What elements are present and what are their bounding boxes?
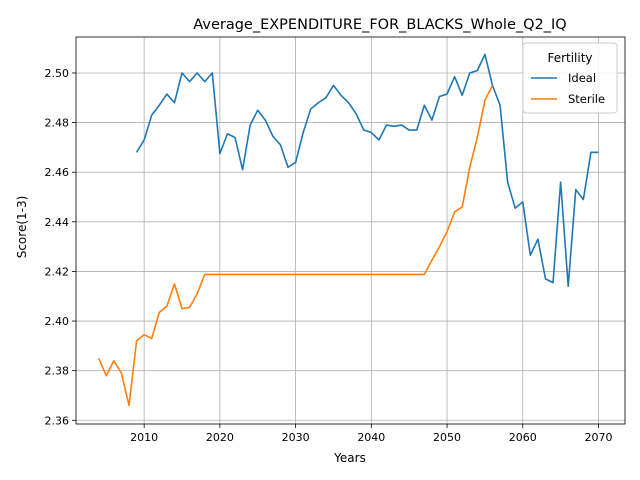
- y-tick-label: 2.36: [45, 414, 70, 427]
- y-tick-label: 2.44: [45, 216, 70, 229]
- y-tick-label: 2.48: [45, 117, 70, 130]
- legend-label-sterile: Sterile: [568, 92, 605, 106]
- legend: Fertility Ideal Sterile: [522, 42, 618, 114]
- x-tick-label: 2040: [357, 431, 385, 444]
- y-tick-label: 2.50: [45, 67, 70, 80]
- y-axis-label: Score(1-3): [15, 196, 29, 259]
- y-tick-label: 2.40: [45, 315, 70, 328]
- legend-title: Fertility: [547, 51, 592, 65]
- y-tick-label: 2.46: [45, 166, 70, 179]
- series-lines: [97, 53, 599, 407]
- plot-area-border: [75, 36, 626, 425]
- x-tick-label: 2010: [130, 431, 158, 444]
- series-line-ideal: [135, 53, 599, 288]
- legend-frame: [522, 42, 618, 114]
- x-tick-label: 2060: [509, 431, 537, 444]
- x-tick-label: 2070: [584, 431, 612, 444]
- x-axis-label: Years: [333, 451, 366, 465]
- x-tick-label: 2050: [433, 431, 461, 444]
- legend-label-ideal: Ideal: [568, 71, 596, 85]
- chart-title: Average_EXPENDITURE_FOR_BLACKS_Whole_Q2_…: [193, 17, 566, 33]
- series-line-sterile: [97, 85, 494, 407]
- y-axis: 2.36 2.38 2.40 2.42 2.44 2.46 2.48 2.50: [45, 67, 76, 427]
- plot-frame: [75, 36, 626, 425]
- y-tick-label: 2.42: [45, 265, 70, 278]
- x-axis: 2010 2020 2030 2040 2050 2060 2070: [130, 424, 612, 444]
- y-tick-label: 2.38: [45, 365, 70, 378]
- x-tick-label: 2020: [206, 431, 234, 444]
- x-tick-label: 2030: [282, 431, 310, 444]
